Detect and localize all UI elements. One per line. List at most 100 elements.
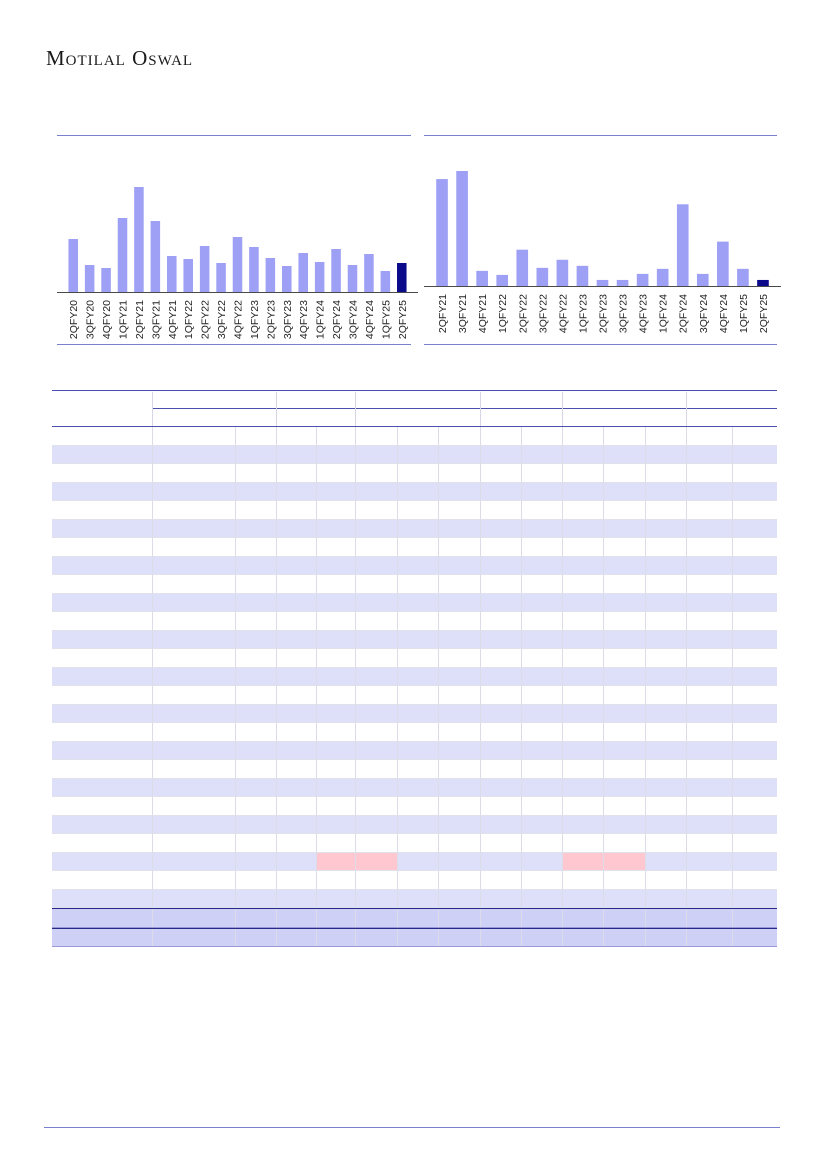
col-divider — [562, 667, 563, 685]
col-divider — [355, 667, 356, 685]
col-divider — [152, 909, 153, 927]
col-divider — [686, 427, 687, 445]
col-divider — [397, 815, 398, 833]
table-row — [52, 834, 777, 853]
col-divider — [397, 575, 398, 593]
col-divider — [603, 482, 604, 500]
col-divider — [645, 778, 646, 796]
table-row — [52, 778, 777, 797]
highlighted-cell — [316, 852, 397, 870]
chart-bar — [516, 249, 529, 286]
col-divider — [521, 704, 522, 722]
col-divider — [152, 593, 153, 611]
col-divider — [316, 593, 317, 611]
col-divider — [645, 427, 646, 445]
col-divider — [480, 723, 481, 741]
col-divider — [235, 556, 236, 574]
col-divider — [355, 797, 356, 815]
col-divider — [397, 649, 398, 667]
table-row — [52, 556, 777, 575]
col-divider — [645, 649, 646, 667]
col-divider — [316, 538, 317, 556]
x-tick-label: 1QFY25 — [380, 300, 392, 339]
col-divider — [686, 593, 687, 611]
table-row — [52, 667, 777, 686]
col-divider — [480, 593, 481, 611]
x-tick-label: 2QFY23 — [598, 294, 610, 333]
col-divider — [645, 797, 646, 815]
col-divider — [316, 741, 317, 759]
col-divider — [603, 427, 604, 445]
x-tick-label: 4QFY24 — [718, 294, 730, 333]
col-divider — [686, 686, 687, 704]
x-tick-label: 3QFY20 — [85, 300, 97, 339]
chart-bar — [436, 179, 448, 286]
col-divider — [732, 815, 733, 833]
col-divider — [732, 852, 733, 870]
chart-bar — [717, 241, 729, 286]
col-divider — [355, 723, 356, 741]
col-divider — [521, 723, 522, 741]
col-divider — [603, 464, 604, 482]
col-divider — [521, 464, 522, 482]
x-tick-label: 3QFY21 — [150, 300, 162, 339]
header-subrule — [152, 408, 777, 409]
col-divider — [235, 612, 236, 630]
col-divider — [521, 538, 522, 556]
col-divider — [316, 649, 317, 667]
col-divider — [686, 482, 687, 500]
col-divider — [152, 928, 153, 946]
col-divider — [235, 760, 236, 778]
col-divider — [480, 464, 481, 482]
col-divider — [732, 612, 733, 630]
chart-bar — [380, 271, 391, 292]
col-divider — [235, 815, 236, 833]
col-divider — [152, 556, 153, 574]
col-divider — [480, 704, 481, 722]
chart-bar — [282, 266, 292, 292]
col-divider — [521, 612, 522, 630]
col-divider — [732, 909, 733, 927]
col-divider — [316, 704, 317, 722]
col-divider — [686, 445, 687, 463]
col-divider — [645, 704, 646, 722]
col-divider — [235, 723, 236, 741]
col-divider — [397, 889, 398, 907]
table-row — [52, 908, 777, 928]
x-tick-label: 3QFY24 — [348, 300, 360, 339]
col-divider — [645, 909, 646, 927]
col-divider — [276, 519, 277, 537]
col-divider — [397, 556, 398, 574]
col-divider — [686, 464, 687, 482]
col-divider — [355, 392, 356, 426]
col-divider — [645, 445, 646, 463]
col-divider — [235, 928, 236, 946]
col-divider — [521, 649, 522, 667]
chart-bar — [265, 258, 276, 292]
x-tick-label: 4QFY24 — [364, 300, 376, 339]
chart-bar — [656, 268, 669, 286]
col-divider — [562, 427, 563, 445]
col-divider — [562, 928, 563, 946]
col-divider — [521, 797, 522, 815]
col-divider — [480, 909, 481, 927]
col-divider — [686, 852, 687, 870]
col-divider — [686, 575, 687, 593]
col-divider — [645, 556, 646, 574]
col-divider — [562, 649, 563, 667]
col-divider — [316, 871, 317, 889]
col-divider — [521, 501, 522, 519]
col-divider — [645, 667, 646, 685]
col-divider — [645, 464, 646, 482]
col-divider — [438, 464, 439, 482]
col-divider — [276, 704, 277, 722]
data-table — [52, 390, 777, 947]
col-divider — [603, 815, 604, 833]
col-divider — [562, 612, 563, 630]
col-divider — [645, 871, 646, 889]
col-divider — [397, 909, 398, 927]
col-divider — [562, 760, 563, 778]
chart-bar — [101, 268, 111, 292]
table-row — [52, 445, 777, 464]
col-divider — [732, 575, 733, 593]
